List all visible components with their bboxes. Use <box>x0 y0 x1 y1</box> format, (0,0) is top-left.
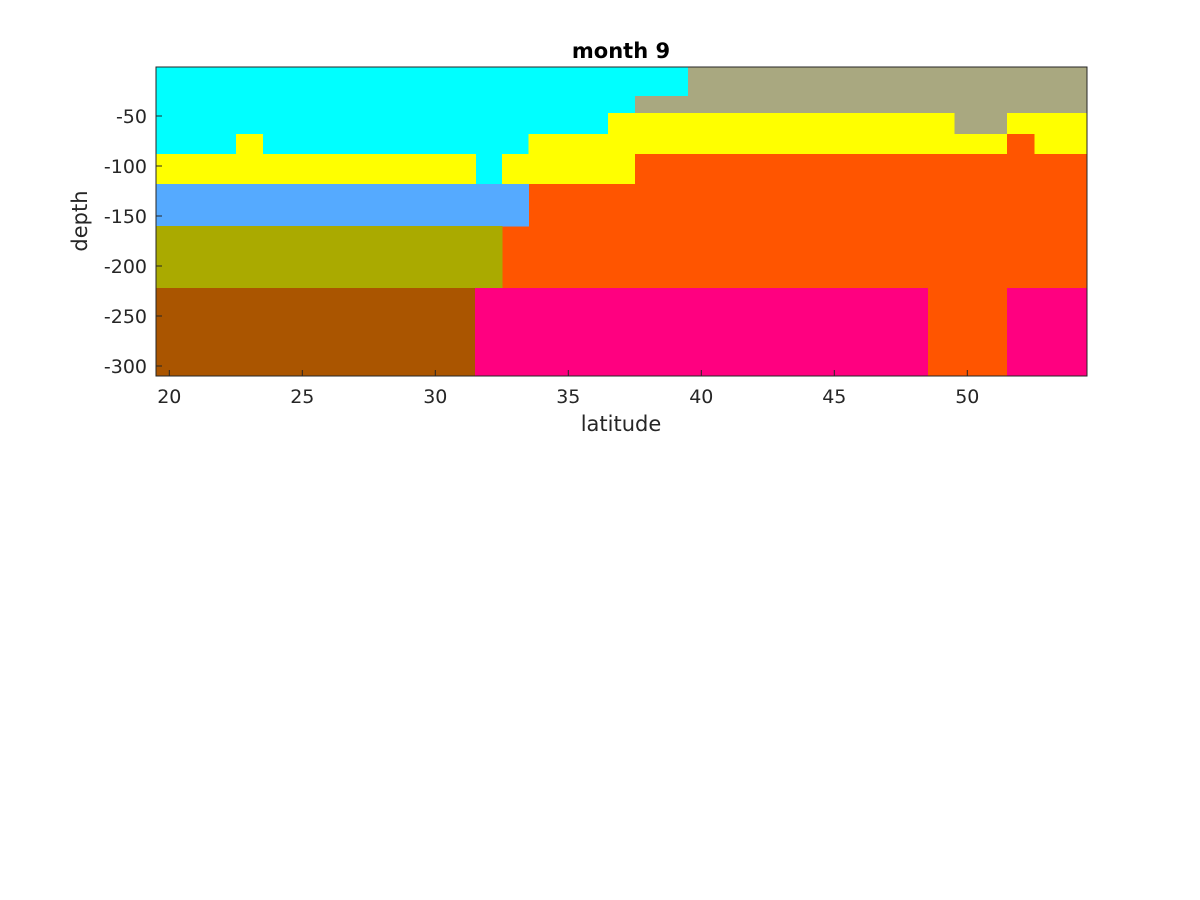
plot-area <box>156 67 1088 377</box>
heatmap-cell-cyan <box>156 134 529 155</box>
heatmap-cell-yellow <box>235 134 263 155</box>
x-tick-label: 45 <box>822 386 846 408</box>
y-tick-label: -300 <box>104 356 147 378</box>
heatmap-cell-olive <box>156 226 503 289</box>
axes-box <box>155 66 1088 377</box>
heatmap-cell-orange <box>528 184 1088 227</box>
x-axis-label: latitude <box>581 412 662 436</box>
heatmap-cell-khaki-gray <box>634 96 1088 114</box>
heatmap-cell-cyan <box>156 96 636 114</box>
y-axis-label: depth <box>68 190 92 251</box>
heatmap-cell-khaki-gray <box>688 67 1088 97</box>
heatmap-cell-orange <box>1007 134 1035 155</box>
heatmap-cell-yellow <box>156 154 476 185</box>
y-tick-label: -200 <box>104 256 147 278</box>
heatmap-cell-khaki-gray <box>954 113 1008 135</box>
heatmap-cell-cyan <box>156 113 609 135</box>
heatmap-cell-cyan <box>475 154 503 185</box>
y-axis: -50 -100 -150 -200 -250 -300 <box>104 106 162 378</box>
heatmap-cell-magenta <box>1007 288 1088 377</box>
x-tick-label: 20 <box>157 386 181 408</box>
y-tick-label: -250 <box>104 306 147 328</box>
x-tick-label: 30 <box>423 386 447 408</box>
heatmap-cell-magenta <box>475 288 928 377</box>
y-tick-label: -50 <box>116 106 147 128</box>
heatmap-cell-cyan <box>156 67 689 97</box>
heatmap-cell-yellow <box>528 134 1008 155</box>
heatmap-cell-blue <box>156 184 529 227</box>
heatmap-cell-yellow <box>1007 113 1088 135</box>
x-tick-label: 40 <box>689 386 713 408</box>
x-axis: 20 25 30 35 40 45 50 <box>157 370 979 408</box>
heatmap-cell-yellow <box>608 113 955 135</box>
chart-title: month 9 <box>572 39 670 63</box>
x-tick-label: 25 <box>290 386 314 408</box>
heatmap-cell-yellow <box>1033 134 1088 155</box>
y-tick-label: -100 <box>104 156 147 178</box>
heatmap-cell-orange <box>927 288 1008 377</box>
heatmap-cell-orange <box>634 154 1088 185</box>
x-tick-label: 50 <box>955 386 979 408</box>
heatmap-cell-orange <box>501 226 1088 289</box>
y-tick-label: -150 <box>104 206 147 228</box>
heatmap-cell-brown <box>156 288 476 377</box>
x-tick-label: 35 <box>556 386 580 408</box>
heatmap-cell-yellow <box>501 154 636 185</box>
